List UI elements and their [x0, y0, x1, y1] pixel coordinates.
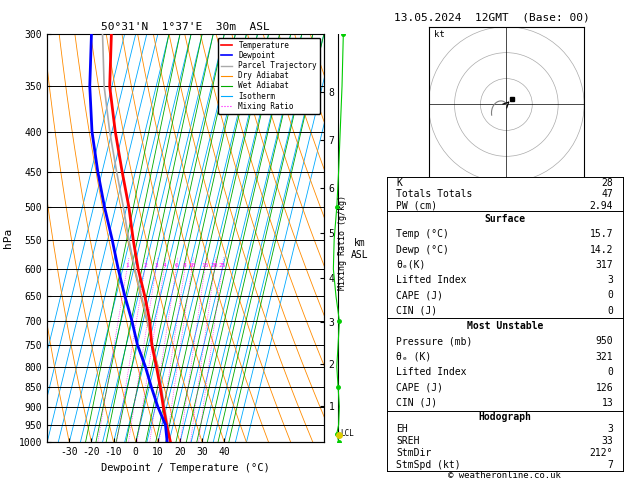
Text: 317: 317 — [596, 260, 613, 270]
Text: 2: 2 — [143, 263, 147, 268]
Text: Hodograph: Hodograph — [478, 412, 532, 422]
Text: CIN (J): CIN (J) — [396, 306, 437, 316]
Text: 13: 13 — [601, 398, 613, 408]
Text: PW (cm): PW (cm) — [396, 201, 437, 211]
Text: K: K — [396, 178, 402, 188]
Text: CAPE (J): CAPE (J) — [396, 382, 443, 393]
Text: LCL: LCL — [341, 429, 355, 438]
Text: CAPE (J): CAPE (J) — [396, 291, 443, 300]
Text: 3: 3 — [608, 275, 613, 285]
Text: 126: 126 — [596, 382, 613, 393]
Text: 28: 28 — [601, 178, 613, 188]
Text: 6: 6 — [174, 263, 178, 268]
Text: 14.2: 14.2 — [590, 244, 613, 255]
Text: 7: 7 — [608, 460, 613, 470]
Text: Dewp (°C): Dewp (°C) — [396, 244, 449, 255]
Text: SREH: SREH — [396, 436, 420, 446]
Text: Totals Totals: Totals Totals — [396, 190, 472, 199]
Title: 50°31'N  1°37'E  30m  ASL: 50°31'N 1°37'E 30m ASL — [101, 22, 270, 32]
Text: Surface: Surface — [484, 214, 525, 224]
Text: © weatheronline.co.uk: © weatheronline.co.uk — [448, 471, 561, 480]
Text: θₑ(K): θₑ(K) — [396, 260, 426, 270]
Text: Temp (°C): Temp (°C) — [396, 229, 449, 239]
Text: 212°: 212° — [590, 448, 613, 458]
Text: 15: 15 — [201, 263, 209, 268]
Text: 2.94: 2.94 — [590, 201, 613, 211]
Text: 20: 20 — [211, 263, 218, 268]
Text: 0: 0 — [608, 306, 613, 316]
Text: Mixing Ratio (g/kg): Mixing Ratio (g/kg) — [338, 195, 347, 291]
Text: 10: 10 — [188, 263, 196, 268]
Legend: Temperature, Dewpoint, Parcel Trajectory, Dry Adiabat, Wet Adiabat, Isotherm, Mi: Temperature, Dewpoint, Parcel Trajectory… — [218, 38, 320, 114]
Y-axis label: km
ASL: km ASL — [351, 238, 369, 260]
Text: 1: 1 — [125, 263, 129, 268]
Text: Lifted Index: Lifted Index — [396, 367, 467, 377]
Text: 13.05.2024  12GMT  (Base: 00): 13.05.2024 12GMT (Base: 00) — [394, 12, 590, 22]
Text: 4: 4 — [162, 263, 166, 268]
Text: 25: 25 — [218, 263, 226, 268]
Text: Lifted Index: Lifted Index — [396, 275, 467, 285]
Text: 47: 47 — [601, 190, 613, 199]
Text: EH: EH — [396, 424, 408, 434]
Text: 950: 950 — [596, 336, 613, 347]
Text: 8: 8 — [183, 263, 187, 268]
Text: 15.7: 15.7 — [590, 229, 613, 239]
Y-axis label: hPa: hPa — [3, 228, 13, 248]
Text: StmDir: StmDir — [396, 448, 431, 458]
Text: CIN (J): CIN (J) — [396, 398, 437, 408]
Text: kt: kt — [434, 30, 445, 39]
Text: 0: 0 — [608, 367, 613, 377]
X-axis label: Dewpoint / Temperature (°C): Dewpoint / Temperature (°C) — [101, 463, 270, 473]
Text: Most Unstable: Most Unstable — [467, 321, 543, 331]
Text: 3: 3 — [154, 263, 158, 268]
Text: 3: 3 — [608, 424, 613, 434]
Text: 33: 33 — [601, 436, 613, 446]
Text: StmSpd (kt): StmSpd (kt) — [396, 460, 461, 470]
Text: 321: 321 — [596, 352, 613, 362]
Text: 0: 0 — [608, 291, 613, 300]
Text: θₑ (K): θₑ (K) — [396, 352, 431, 362]
Text: Pressure (mb): Pressure (mb) — [396, 336, 472, 347]
